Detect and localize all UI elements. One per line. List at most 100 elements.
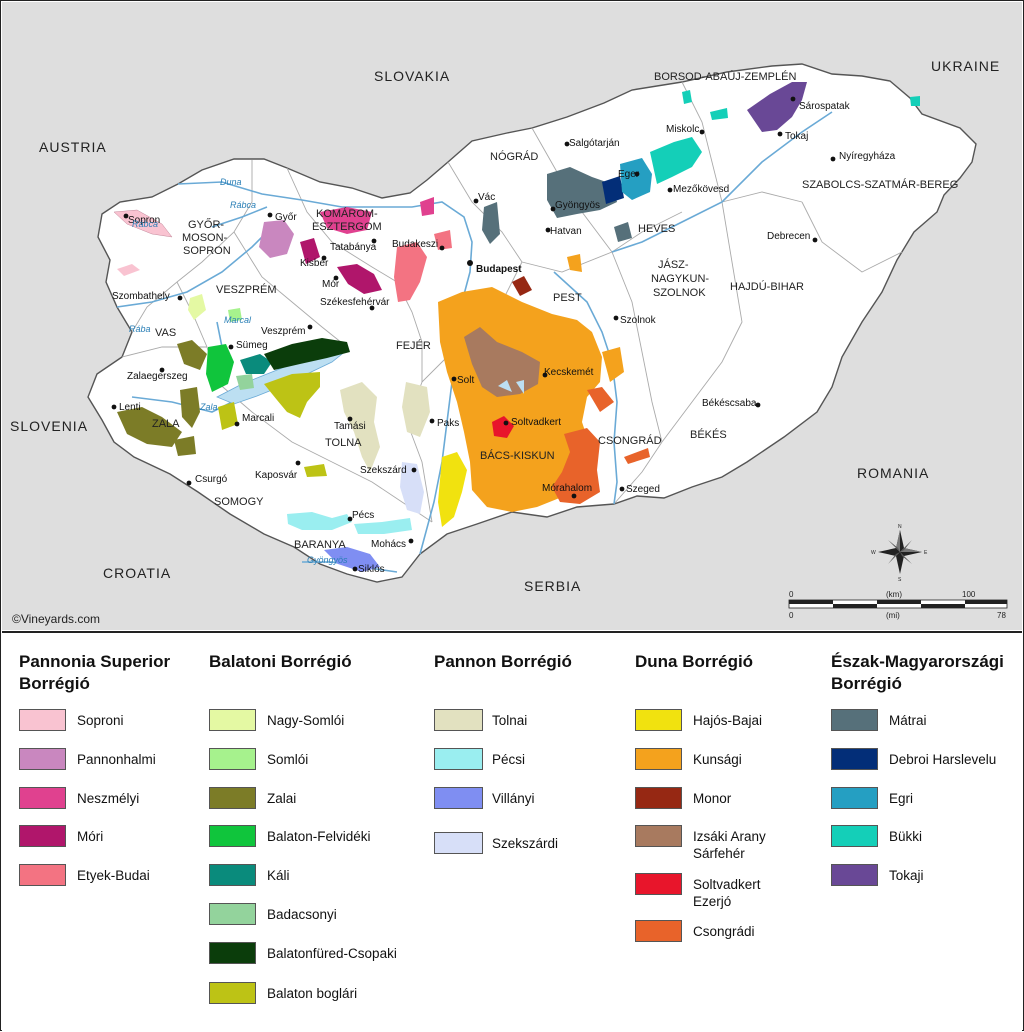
county-label-somogy: SOMOGY: [214, 496, 264, 508]
scale-zero-mi: 0: [789, 611, 794, 620]
city-dot-szolnok: [613, 315, 619, 321]
legend-swatch: [434, 787, 483, 809]
region-matrai: [547, 167, 617, 218]
city-dot-debrecen: [812, 237, 818, 243]
region-izsaki: [464, 327, 540, 397]
legend-label: Balaton-Felvidéki: [267, 829, 371, 844]
region-izsaki-lake-2: [516, 380, 524, 394]
city-label-szombathely: Szombathely: [112, 291, 170, 302]
region-kunsagi-3: [602, 347, 624, 382]
legend-label: Szekszárdi: [492, 836, 559, 851]
copyright-text: ©Vineyards.com: [12, 612, 100, 626]
legend-label: Soltvadkert Ezerjó: [693, 877, 761, 909]
legend-label: Badacsonyi: [267, 907, 337, 922]
county-label-fejer: FEJÉR: [396, 339, 431, 352]
city-dot-paks: [429, 418, 435, 424]
city-dot-vac: [473, 198, 479, 204]
region-zalai: [117, 407, 182, 447]
county-label-csongrad: CSONGRÁD: [598, 434, 662, 447]
legend-title-balatoni: Balatoni Borrégió: [209, 652, 352, 671]
legend-swatch: [831, 825, 878, 847]
city-label-sarospatak: Sárospatak: [799, 101, 851, 112]
compass-rose: N S E W: [871, 524, 928, 583]
legend-title-eszak: Észak-Magyarországi Borrégió: [831, 652, 1004, 693]
city-dot-miskolc: [699, 129, 705, 135]
region-pannonhalmi: [259, 220, 294, 258]
region-tolnai-2: [402, 382, 430, 437]
city-label-pecs: Pécs: [352, 510, 374, 521]
legend-label: Kunsági: [693, 752, 742, 767]
city-label-tatabanya: Tatabánya: [330, 242, 377, 253]
city-dot-mezokovesd: [667, 187, 673, 193]
county-label-heves: HEVES: [638, 223, 675, 235]
scale-mi-max: 78: [997, 611, 1006, 620]
region-soproni: [113, 209, 173, 238]
scale-km-max: 100: [962, 590, 976, 599]
river-label-marcal: Marcal: [224, 315, 252, 325]
city-dot-mohacs: [408, 538, 414, 544]
hungary-wine-map: SLOVAKIA UKRAINE AUSTRIA SLOVENIA CROATI…: [2, 2, 1022, 630]
legend-swatch: [209, 942, 256, 964]
legend-swatch: [831, 709, 878, 731]
city-label-morahalom: Mórahalom: [542, 483, 592, 494]
city-dot-lenti: [111, 404, 117, 410]
country-label-serbia: SERBIA: [524, 578, 581, 594]
legend-label: Egri: [889, 791, 914, 806]
legend-label: Pannonhalmi: [77, 752, 156, 767]
legend-swatch: [209, 709, 256, 731]
region-balaton-felvideki: [206, 344, 234, 392]
region-zalai-2: [177, 340, 207, 370]
city-dot-solt: [451, 376, 457, 382]
legend-swatch: [19, 709, 66, 731]
city-label-szekesfehervar: Székesfehérvár: [320, 297, 390, 308]
city-dot-budapest: [467, 260, 473, 266]
city-dot-pecs: [347, 516, 353, 522]
city-dot-veszprem: [307, 324, 313, 330]
county-label-veszprem: VESZPRÉM: [216, 283, 277, 296]
city-label-hatvan: Hatvan: [550, 226, 582, 237]
legend-label: Móri: [77, 829, 104, 844]
legend-label: Mátrai: [889, 713, 927, 728]
county-label-gyor-1: GYŐR-: [188, 217, 224, 231]
legend-swatch: [209, 982, 256, 1004]
legend-label: Tolnai: [492, 713, 528, 728]
legend-swatch: [831, 787, 878, 809]
city-dot-soltvadkert: [503, 420, 509, 426]
region-mori-2: [300, 238, 320, 264]
city-label-kaposvar: Kaposvár: [255, 470, 298, 481]
city-dot-budakeszi: [439, 245, 445, 251]
city-label-mor: Mór: [322, 279, 340, 290]
city-label-siklos: Siklós: [358, 564, 385, 575]
region-somloi: [228, 308, 242, 322]
city-dot-mor: [333, 275, 339, 281]
county-label-bacs: BÁCS-KISKUN: [480, 449, 555, 462]
region-csongradi-3: [624, 448, 650, 464]
city-dot-siklos: [352, 566, 358, 572]
region-villanyi: [324, 547, 380, 572]
county-label-gyor-2: MOSON-: [182, 232, 228, 244]
region-zalai-3: [180, 387, 200, 428]
city-label-szolnok: Szolnok: [620, 315, 657, 326]
city-label-gyongyos: Gyöngyös: [555, 200, 600, 211]
legend-swatch: [19, 748, 66, 770]
legend-label: Hajós-Bajai: [693, 713, 763, 728]
legend-label: Zalai: [267, 791, 297, 806]
legend-label: Balatonfüred-Csopaki: [267, 946, 397, 961]
city-dot-sumeg: [228, 344, 234, 350]
city-label-gyor: Győr: [275, 212, 297, 223]
legend-swatch: [434, 832, 483, 854]
region-balatonfured-csopaki: [264, 338, 350, 370]
city-dot-sopron: [123, 213, 129, 219]
county-label-szabolcs: SZABOLCS-SZATMÁR-BEREG: [802, 178, 958, 191]
region-szekszardi: [400, 462, 424, 514]
city-dot-hatvan: [545, 227, 551, 233]
legend-label: Somlói: [267, 752, 309, 767]
city-dot-bekescsaba: [755, 402, 761, 408]
region-debroi: [602, 176, 624, 204]
region-bukki: [650, 137, 702, 184]
city-label-szeged: Szeged: [626, 484, 660, 495]
city-label-sopron: Sopron: [128, 215, 160, 226]
city-label-kisber: Kisbér: [300, 258, 329, 269]
legend-swatch: [209, 748, 256, 770]
city-dot-gyor: [267, 212, 273, 218]
